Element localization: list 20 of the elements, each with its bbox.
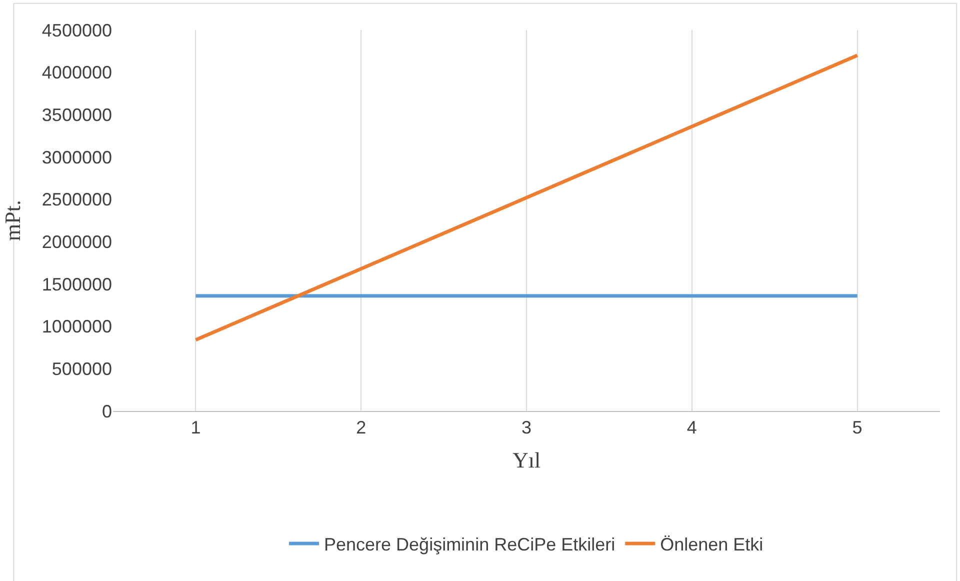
x-tick-label: 3 xyxy=(521,418,532,438)
legend-label: Önlenen Etki xyxy=(660,534,764,555)
y-axis-title: mPt. xyxy=(0,200,25,241)
y-tick-label: 0 xyxy=(102,401,112,422)
x-tick-label: 5 xyxy=(852,418,862,438)
y-tick-label: 3500000 xyxy=(42,104,112,125)
legend-label: Pencere Değişiminin ReCiPe Etkileri xyxy=(324,534,616,555)
y-tick-label: 3000000 xyxy=(42,147,112,168)
y-tick-label: 4500000 xyxy=(42,20,112,40)
line-series xyxy=(194,54,860,342)
y-tick-label: 500000 xyxy=(52,358,112,379)
y-tick-label: 4000000 xyxy=(42,62,112,83)
y-tick-label: 2500000 xyxy=(42,190,112,210)
x-axis-title: Yıl xyxy=(512,448,541,472)
y-tick-label: 1000000 xyxy=(42,316,112,337)
x-tick-label: 1 xyxy=(190,418,201,438)
y-tick-label: 1500000 xyxy=(42,274,112,294)
x-tick-label: 2 xyxy=(356,418,366,438)
x-tick-label: 4 xyxy=(686,418,697,438)
y-tick-label: 2000000 xyxy=(42,232,112,252)
